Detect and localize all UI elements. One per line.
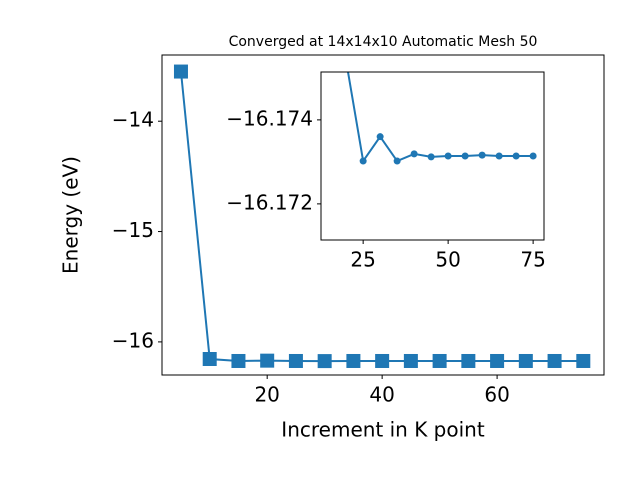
- axes-frame: [161, 54, 605, 376]
- plot-area: [346, 72, 537, 165]
- marker: [231, 353, 246, 368]
- marker: [461, 152, 469, 160]
- y-tick-label: −16.174: [226, 106, 313, 130]
- marker: [461, 353, 476, 368]
- y-tick-label: −15: [112, 218, 154, 242]
- marker: [547, 353, 562, 368]
- marker: [173, 64, 188, 79]
- y-axis-label: Energy (eV): [59, 156, 83, 274]
- marker: [444, 152, 452, 160]
- x-tick-label: 60: [484, 383, 509, 407]
- chart-title: Converged at 14x14x10 Automatic Mesh 50: [229, 34, 538, 50]
- marker: [260, 353, 275, 368]
- x-tick-label: 50: [435, 248, 460, 272]
- marker: [346, 353, 361, 368]
- marker: [490, 353, 505, 368]
- plot-area: [173, 64, 591, 369]
- marker: [478, 151, 486, 159]
- marker: [410, 150, 418, 158]
- x-tick-label: 25: [350, 248, 375, 272]
- y-tick-label: −14: [112, 108, 154, 132]
- marker: [288, 353, 303, 368]
- marker: [317, 354, 332, 369]
- marker: [495, 152, 503, 160]
- marker: [359, 157, 367, 165]
- marker: [529, 152, 537, 160]
- x-axis-label: Increment in K point: [281, 418, 485, 442]
- marker: [576, 353, 591, 368]
- y-tick-label: −16.172: [226, 190, 313, 214]
- marker: [427, 153, 435, 161]
- marker: [376, 133, 384, 141]
- x-tick-label: 20: [254, 383, 279, 407]
- marker: [403, 353, 418, 368]
- marker: [393, 157, 401, 165]
- x-tick-label: 40: [369, 383, 394, 407]
- chart-panel: 25 50 75 −16.174 −16.172: [226, 71, 546, 272]
- marker: [518, 353, 533, 368]
- y-tick-label: −16: [112, 328, 154, 352]
- marker: [202, 352, 217, 366]
- x-tick-label: 75: [520, 248, 545, 272]
- marker: [375, 353, 390, 368]
- axes-frame: [320, 71, 545, 241]
- marker: [512, 152, 520, 160]
- marker: [432, 353, 447, 368]
